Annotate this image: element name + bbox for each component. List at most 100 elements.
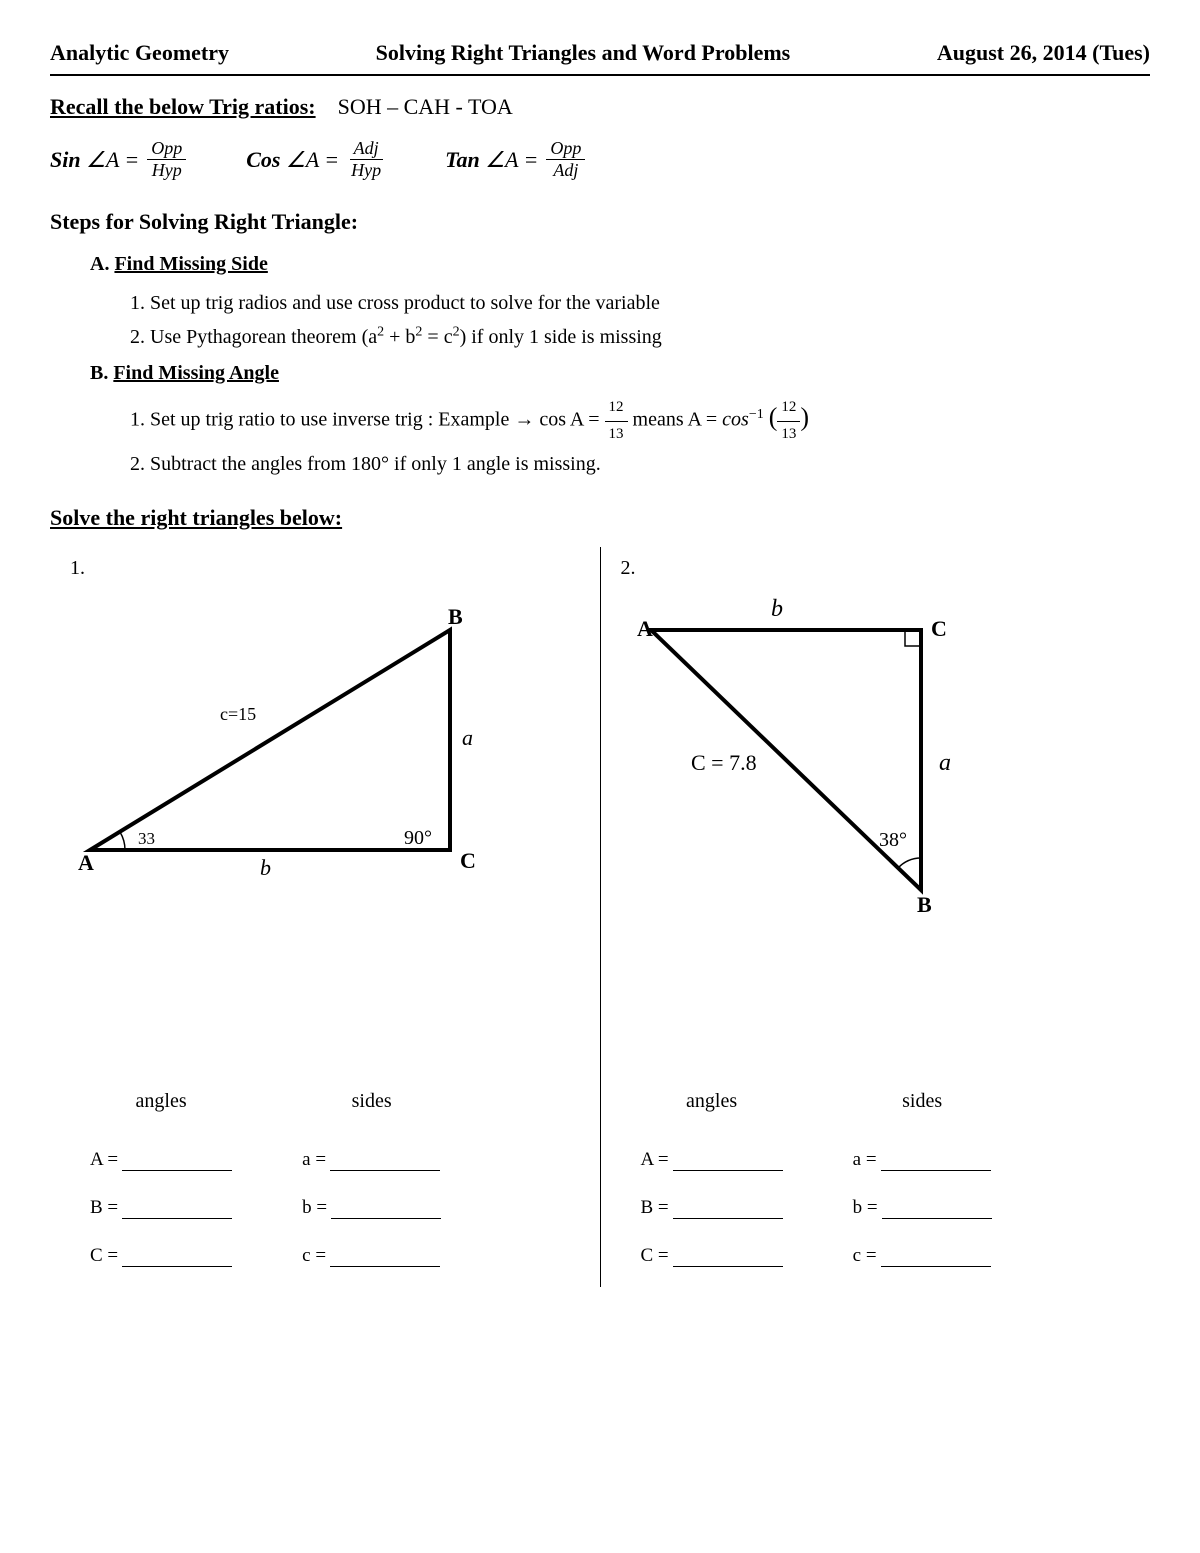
sin-ratio: Sin ∠A = Opp Hyp bbox=[50, 138, 186, 181]
blank-line bbox=[122, 1170, 232, 1171]
answers-1-sides: sides a = b = c = bbox=[302, 1090, 441, 1267]
answer-1-C: C = bbox=[90, 1245, 232, 1267]
cos-num: Adj bbox=[350, 138, 383, 160]
angle-a-arc bbox=[120, 832, 125, 850]
triangle-2: A C B b C = 7.8 a 38° bbox=[621, 590, 1131, 910]
blank-line bbox=[673, 1266, 783, 1267]
blank-line bbox=[881, 1266, 991, 1267]
header-center: Solving Right Triangles and Word Problem… bbox=[376, 40, 791, 66]
tan-num: Opp bbox=[546, 138, 585, 160]
step-b-item1: 1. Set up trig ratio to use inverse trig… bbox=[130, 395, 1150, 447]
answer-2-c: c = bbox=[853, 1245, 992, 1267]
side-c2-label: C = 7.8 bbox=[691, 750, 757, 775]
answers-1: angles A = B = C = sides a = b = c = bbox=[70, 1090, 580, 1267]
answer-2-C: C = bbox=[641, 1245, 783, 1267]
angle-a-value: 33 bbox=[138, 829, 155, 848]
answers-2-sides-head: sides bbox=[853, 1090, 992, 1113]
answer-2-a: a = bbox=[853, 1149, 992, 1171]
blank-line bbox=[331, 1218, 441, 1219]
step-a-item1: 1. Set up trig radios and use cross prod… bbox=[130, 286, 1150, 320]
trig-ratios: Sin ∠A = Opp Hyp Cos ∠A = Adj Hyp Tan ∠A… bbox=[50, 138, 1150, 181]
answers-2-angles: angles A = B = C = bbox=[641, 1090, 783, 1267]
steps-heading: Steps for Solving Right Triangle: bbox=[50, 209, 1150, 235]
triangle-1-svg: A B C c=15 a b 33 90° bbox=[70, 590, 510, 900]
sin-eq: = bbox=[124, 147, 139, 172]
answer-1-b: b = bbox=[302, 1197, 441, 1219]
answers-1-angles-head: angles bbox=[90, 1090, 232, 1113]
angle-b-arc bbox=[898, 858, 921, 868]
cos-eq: = bbox=[324, 147, 339, 172]
step-b-frac2: 12 13 bbox=[777, 395, 800, 447]
answers-1-sides-head: sides bbox=[302, 1090, 441, 1113]
blank-line bbox=[881, 1170, 991, 1171]
side-a2-label: a bbox=[939, 750, 951, 776]
step-a-items: 1. Set up trig radios and use cross prod… bbox=[90, 286, 1150, 354]
cos-den: Hyp bbox=[347, 160, 385, 181]
answer-1-a: a = bbox=[302, 1149, 441, 1171]
tan-angle: ∠A bbox=[485, 147, 518, 172]
vertex-a-label: A bbox=[78, 850, 94, 875]
blank-line bbox=[122, 1266, 232, 1267]
tan-den: Adj bbox=[549, 160, 582, 181]
recall-mnemonic: SOH – CAH - TOA bbox=[338, 94, 513, 119]
vertex-b2-label: B bbox=[917, 892, 932, 917]
angle-c-value: 90° bbox=[404, 827, 432, 849]
step-a-item2: 2. Use Pythagorean theorem (a2 + b2 = c2… bbox=[130, 320, 1150, 354]
vertex-b-label: B bbox=[448, 604, 463, 629]
blank-line bbox=[330, 1266, 440, 1267]
sin-func: Sin bbox=[50, 147, 81, 172]
angle-b2-value: 38° bbox=[879, 829, 907, 851]
solve-heading: Solve the right triangles below: bbox=[50, 505, 1150, 531]
cos-func: Cos bbox=[246, 147, 280, 172]
vertex-c-label: C bbox=[460, 848, 476, 873]
tan-func: Tan bbox=[445, 147, 480, 172]
step-b-title: Find Missing Angle bbox=[113, 362, 279, 384]
step-a-title: Find Missing Side bbox=[114, 253, 267, 275]
triangle-1-shape bbox=[90, 630, 450, 850]
blank-line bbox=[882, 1218, 992, 1219]
answer-1-A: A = bbox=[90, 1149, 232, 1171]
vertex-c2-label: C bbox=[931, 616, 947, 641]
problem-2-number: 2. bbox=[621, 557, 1131, 580]
tan-ratio: Tan ∠A = Opp Adj bbox=[445, 138, 585, 181]
tan-eq: = bbox=[524, 147, 539, 172]
problem-2: 2. A C B b C = 7.8 a 38° angles A = B = bbox=[600, 547, 1151, 1287]
triangle-2-svg: A C B b C = 7.8 a 38° bbox=[621, 590, 1061, 920]
problems-row: 1. A B C c=15 a b 33 90° angles A = B = … bbox=[50, 547, 1150, 1287]
header-right: August 26, 2014 (Tues) bbox=[937, 40, 1150, 66]
answer-2-b: b = bbox=[853, 1197, 992, 1219]
answers-2-sides: sides a = b = c = bbox=[853, 1090, 992, 1267]
right-angle-box bbox=[905, 630, 921, 646]
cos-fraction: Adj Hyp bbox=[347, 138, 385, 181]
sin-num: Opp bbox=[147, 138, 186, 160]
recall-label: Recall the below Trig ratios: bbox=[50, 94, 316, 119]
answer-1-c: c = bbox=[302, 1245, 441, 1267]
answer-2-A: A = bbox=[641, 1149, 783, 1171]
cos-ratio: Cos ∠A = Adj Hyp bbox=[246, 138, 385, 181]
side-c-label: c=15 bbox=[220, 704, 256, 724]
answers-2-angles-head: angles bbox=[641, 1090, 783, 1113]
header-left: Analytic Geometry bbox=[50, 40, 229, 66]
step-a-letter: A. bbox=[90, 253, 109, 275]
side-a-label: a bbox=[462, 725, 473, 750]
step-b-frac1: 12 13 bbox=[605, 395, 628, 447]
sin-fraction: Opp Hyp bbox=[147, 138, 186, 181]
vertex-a2-label: A bbox=[637, 616, 653, 641]
blank-line bbox=[673, 1218, 783, 1219]
answers-2: angles A = B = C = sides a = b = c = bbox=[621, 1090, 1131, 1267]
page-header: Analytic Geometry Solving Right Triangle… bbox=[50, 40, 1150, 76]
sin-den: Hyp bbox=[148, 160, 186, 181]
blank-line bbox=[673, 1170, 783, 1171]
step-b-item2: 2. Subtract the angles from 180° if only… bbox=[130, 447, 1150, 481]
answer-2-B: B = bbox=[641, 1197, 783, 1219]
outline: A. Find Missing Side 1. Set up trig radi… bbox=[50, 253, 1150, 481]
side-b2-label: b bbox=[771, 596, 783, 622]
blank-line bbox=[330, 1170, 440, 1171]
triangle-1: A B C c=15 a b 33 90° bbox=[70, 590, 580, 910]
step-b-letter: B. bbox=[90, 362, 108, 384]
sin-angle: ∠A bbox=[86, 147, 119, 172]
answer-1-B: B = bbox=[90, 1197, 232, 1219]
answers-1-angles: angles A = B = C = bbox=[90, 1090, 232, 1267]
step-a: A. Find Missing Side bbox=[90, 253, 1150, 276]
problem-1-number: 1. bbox=[70, 557, 580, 580]
